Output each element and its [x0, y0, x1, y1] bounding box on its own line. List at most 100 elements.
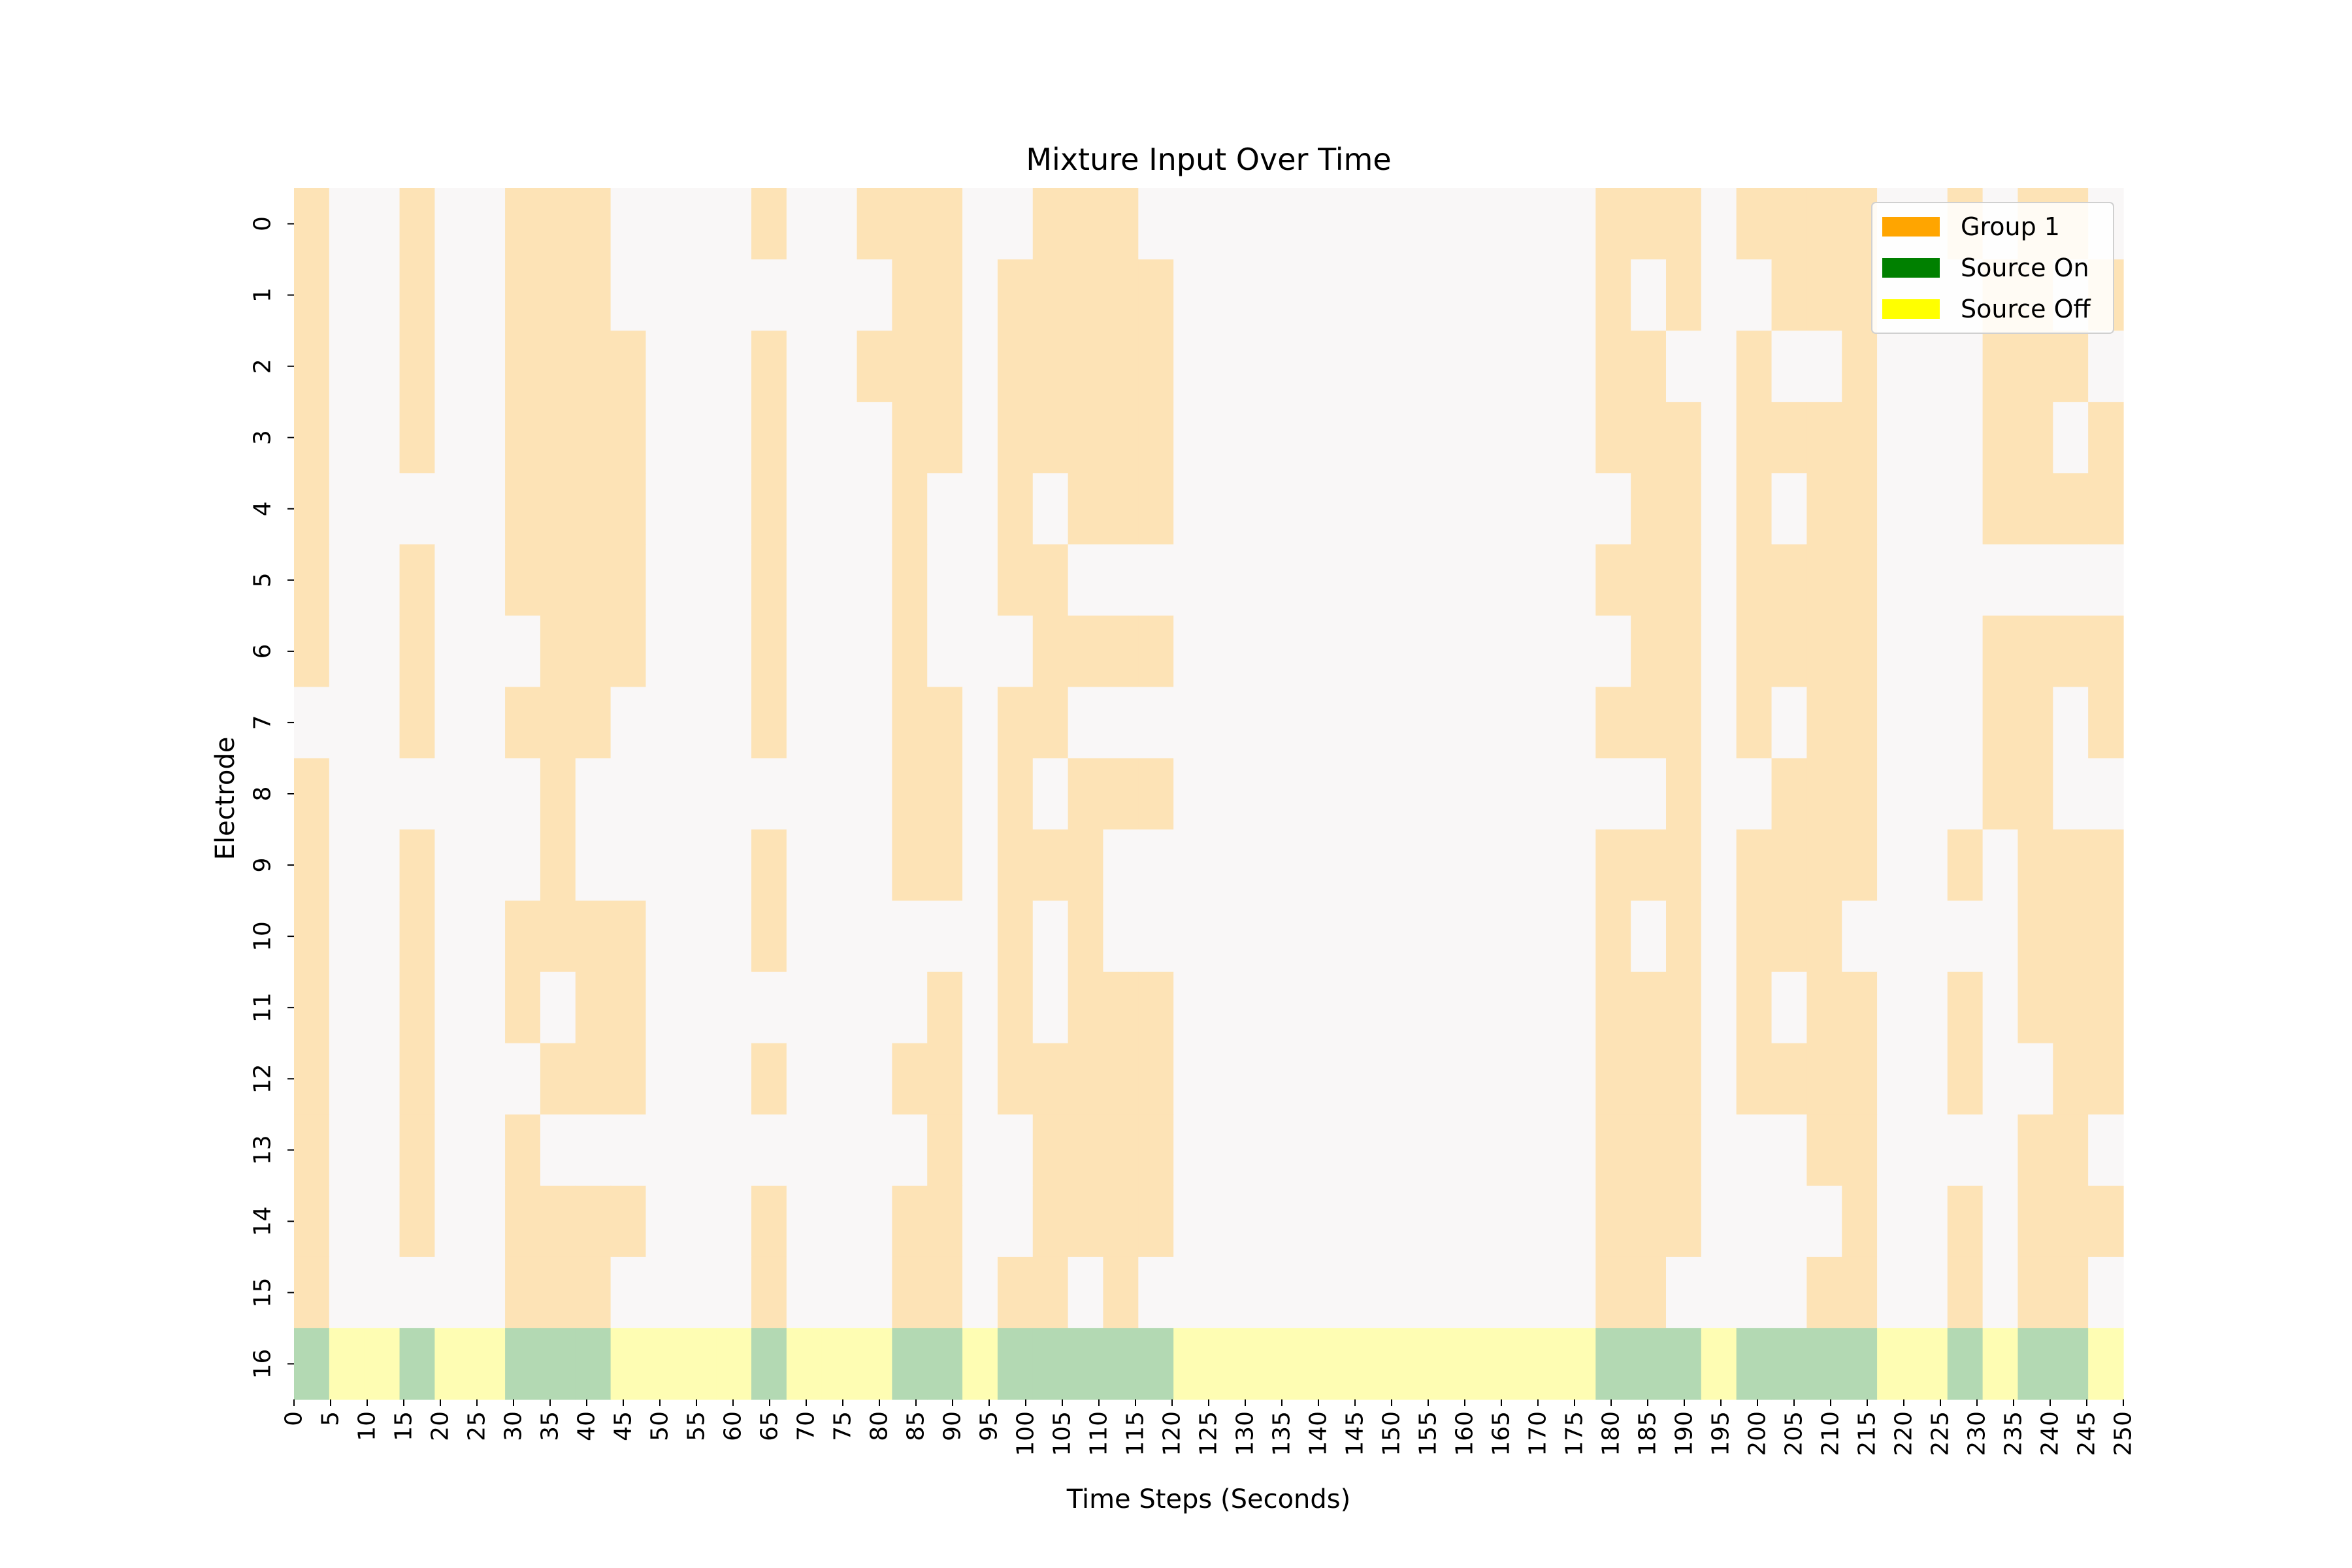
heatmap-cell-e3-t16: [857, 402, 892, 474]
heatmap-cell-e15-t2: [364, 1256, 400, 1329]
x-tick-label: 190: [1671, 1411, 1698, 1456]
heatmap-cell-e6-t13: [751, 615, 787, 688]
y-tick-label: 2: [250, 359, 276, 374]
x-tick-label: 245: [2074, 1411, 2100, 1456]
source-cell-t49: [2017, 1328, 2053, 1400]
heatmap-cell-e12-t43: [1806, 1043, 1842, 1115]
heatmap-cell-e13-t8: [575, 1114, 612, 1186]
heatmap-cell-e14-t4: [434, 1185, 470, 1258]
heatmap-cell-e0-t12: [716, 188, 752, 260]
heatmap-cell-e6-t37: [1595, 615, 1631, 688]
heatmap-cell-e14-t21: [1032, 1185, 1069, 1258]
heatmap-cell-e10-t20: [997, 900, 1034, 973]
heatmap-cell-e7-t3: [399, 687, 435, 759]
heatmap-cell-e13-t25: [1173, 1114, 1209, 1186]
x-tick-label: 5: [318, 1411, 344, 1426]
source-cell-t51: [2088, 1328, 2124, 1400]
heatmap-cell-e10-t36: [1560, 900, 1596, 973]
heatmap-cell-e0-t10: [645, 188, 681, 260]
x-tick-label: 105: [1049, 1411, 1076, 1456]
heatmap-cell-e9-t43: [1806, 829, 1842, 902]
heatmap-cell-e7-t29: [1314, 687, 1350, 759]
heatmap-cell-e4-t49: [2017, 473, 2053, 545]
heatmap-cell-e14-t40: [1701, 1185, 1737, 1258]
heatmap-cell-e12-t1: [329, 1043, 365, 1115]
x-tick-label: 150: [1379, 1411, 1405, 1456]
heatmap-cell-e4-t19: [962, 473, 998, 545]
heatmap-cell-e10-t40: [1701, 900, 1737, 973]
heatmap-cell-e10-t42: [1771, 900, 1807, 973]
heatmap-cell-e14-t5: [470, 1185, 506, 1258]
heatmap-cell-e15-t22: [1068, 1256, 1104, 1329]
heatmap-cell-e3-t32: [1420, 402, 1456, 474]
heatmap-cell-e9-t16: [857, 829, 892, 902]
heatmap-cell-e14-t30: [1349, 1185, 1385, 1258]
heatmap-cell-e1-t3: [399, 259, 435, 331]
heatmap-cell-e5-t18: [927, 544, 963, 616]
heatmap-cell-e10-t37: [1595, 900, 1631, 973]
heatmap-cell-e7-t12: [716, 687, 752, 759]
source-cell-t35: [1525, 1328, 1561, 1400]
heatmap-cell-e15-t24: [1138, 1256, 1174, 1329]
heatmap-cell-e7-t36: [1560, 687, 1596, 759]
heatmap-cell-e9-t39: [1666, 829, 1702, 902]
source-cell-t40: [1701, 1328, 1737, 1400]
heatmap-cell-e1-t7: [540, 259, 576, 331]
heatmap-cell-e3-t14: [786, 402, 823, 474]
heatmap-cell-e8-t28: [1279, 758, 1315, 830]
heatmap-cell-e4-t4: [434, 473, 470, 545]
heatmap-cell-e5-t16: [857, 544, 892, 616]
x-tick-label: 65: [757, 1411, 783, 1441]
heatmap-cell-e15-t3: [399, 1256, 435, 1329]
heatmap-cell-e1-t0: [294, 259, 330, 331]
heatmap-cell-e7-t15: [821, 687, 858, 759]
heatmap-cell-e9-t46: [1912, 829, 1948, 902]
heatmap-cell-e2-t34: [1490, 331, 1526, 402]
heatmap-cell-e8-t34: [1490, 758, 1526, 830]
heatmap-cell-e9-t15: [821, 829, 858, 902]
heatmap-cell-e8-t44: [1842, 758, 1878, 830]
heatmap-cell-e10-t19: [962, 900, 998, 973]
heatmap-cell-e9-t19: [962, 829, 998, 902]
heatmap-cell-e8-t19: [962, 758, 998, 830]
heatmap-cell-e10-t14: [786, 900, 823, 973]
y-tick-label: 9: [250, 858, 276, 873]
heatmap-cell-e1-t28: [1279, 259, 1315, 331]
source-cell-t33: [1454, 1328, 1491, 1400]
heatmap-cell-e15-t39: [1666, 1256, 1702, 1329]
heatmap-cell-e11-t49: [2017, 972, 2053, 1044]
heatmap-cell-e10-t6: [505, 900, 541, 973]
heatmap-cell-e6-t50: [2053, 615, 2089, 688]
heatmap-cell-e10-t16: [857, 900, 892, 973]
heatmap-cell-e7-t20: [997, 687, 1034, 759]
heatmap-cell-e2-t3: [399, 331, 435, 402]
heatmap-cell-e7-t18: [927, 687, 963, 759]
heatmap-cell-e5-t25: [1173, 544, 1209, 616]
heatmap-cell-e2-t29: [1314, 331, 1350, 402]
heatmap-cell-e12-t22: [1068, 1043, 1104, 1115]
heatmap-cell-e10-t45: [1877, 900, 1913, 973]
heatmap-cell-e10-t21: [1032, 900, 1069, 973]
heatmap-cell-e14-t38: [1631, 1185, 1667, 1258]
heatmap-cell-e2-t46: [1912, 331, 1948, 402]
heatmap-cell-e14-t9: [610, 1185, 647, 1258]
heatmap-cell-e1-t37: [1595, 259, 1631, 331]
x-tick-label: 0: [281, 1411, 308, 1426]
heatmap-cell-e1-t4: [434, 259, 470, 331]
heatmap-cell-e11-t7: [540, 972, 576, 1044]
heatmap-cell-e12-t10: [645, 1043, 681, 1115]
x-tick-label: 135: [1269, 1411, 1296, 1456]
heatmap-cell-e10-t48: [1982, 900, 2019, 973]
heatmap-cell-e8-t3: [399, 758, 435, 830]
heatmap-cell-e3-t47: [1947, 402, 1984, 474]
heatmap-cell-e15-t12: [716, 1256, 752, 1329]
heatmap-cell-e12-t15: [821, 1043, 858, 1115]
heatmap-cell-e0-t22: [1068, 188, 1104, 260]
legend-swatch: [1882, 217, 1940, 237]
heatmap-cell-e12-t31: [1384, 1043, 1420, 1115]
heatmap-cell-e11-t19: [962, 972, 998, 1044]
heatmap-cell-e11-t36: [1560, 972, 1596, 1044]
heatmap-cell-e15-t20: [997, 1256, 1034, 1329]
heatmap-cell-e13-t47: [1947, 1114, 1984, 1186]
heatmap-cell-e11-t25: [1173, 972, 1209, 1044]
